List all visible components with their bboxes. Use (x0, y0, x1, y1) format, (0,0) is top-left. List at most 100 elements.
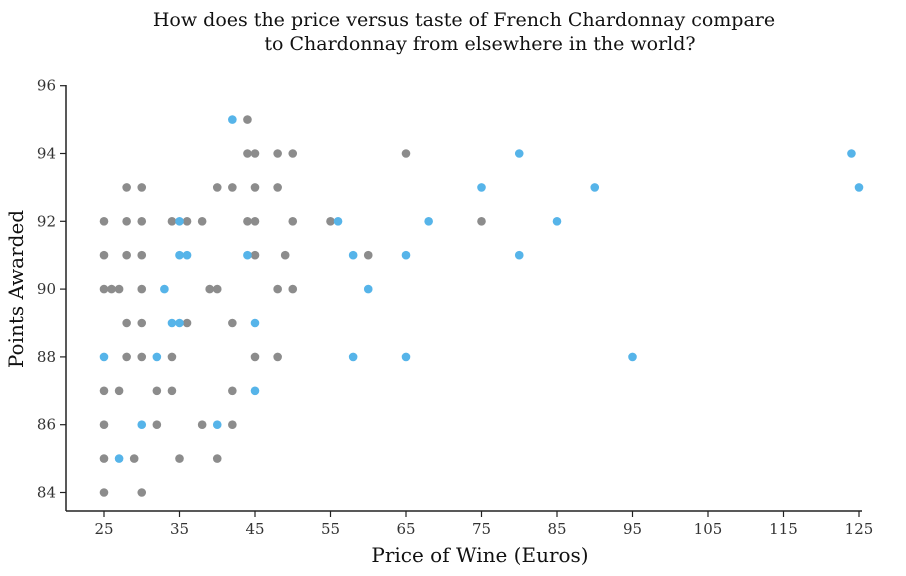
data-point-series-1 (99, 284, 109, 294)
data-point-series-1 (122, 318, 131, 328)
data-point-series-1 (197, 420, 207, 430)
y-ticks: 84 86 88 90 92 94 96 (37, 77, 66, 502)
data-point-series-1 (122, 250, 131, 260)
data-point-series-1 (167, 352, 177, 362)
x-tick-label: 75 (472, 520, 491, 538)
data-point-series-1 (137, 250, 147, 260)
data-point-series-2 (175, 318, 184, 328)
data-point-series-2 (847, 149, 856, 158)
data-point-series-2 (152, 352, 162, 362)
x-tick-label: 125 (845, 520, 874, 538)
data-point-series-1 (243, 115, 252, 124)
y-tick-label: 96 (37, 77, 56, 95)
data-point-series-2 (250, 386, 260, 396)
data-point-series-1 (99, 250, 109, 260)
x-tick-label: 45 (245, 520, 264, 538)
data-point-series-1 (273, 183, 282, 192)
data-point-series-2 (137, 420, 147, 430)
x-ticks: 25 35 45 55 65 75 85 95 105 115 125 (94, 511, 873, 538)
data-point-series-1 (250, 183, 260, 192)
data-point-series-2 (228, 115, 237, 124)
data-point-series-1 (288, 284, 298, 294)
data-point-series-1 (167, 217, 177, 226)
y-tick-label: 84 (37, 484, 56, 502)
y-tick-label: 90 (37, 280, 56, 298)
y-tick-label: 92 (37, 212, 56, 230)
data-point-series-1 (212, 454, 222, 463)
data-point-series-1 (99, 488, 109, 497)
data-point-series-1 (273, 352, 282, 362)
data-point-series-1 (107, 284, 116, 294)
data-point-series-1 (401, 149, 411, 158)
data-point-series-1 (137, 183, 147, 192)
data-point-series-1 (363, 250, 373, 260)
data-point-series-2 (99, 352, 109, 362)
data-point-series-1 (114, 284, 124, 294)
data-point-series-2 (514, 250, 524, 260)
data-point-series-2 (250, 318, 260, 328)
data-point-series-1 (288, 149, 298, 158)
data-point-series-2 (182, 250, 192, 260)
data-point-series-1 (99, 420, 109, 430)
data-point-series-2 (243, 250, 252, 260)
data-point-series-1 (182, 217, 192, 226)
data-point-series-1 (228, 318, 237, 328)
data-point-series-2 (514, 149, 524, 158)
data-point-series-2 (854, 183, 864, 192)
data-point-series-1 (250, 217, 260, 226)
data-point-series-1 (167, 386, 177, 396)
data-point-series-1 (175, 454, 184, 463)
data-point-series-2 (477, 183, 486, 192)
x-tick-label: 85 (547, 520, 566, 538)
data-point-series-1 (273, 284, 282, 294)
data-point-series-1 (212, 284, 222, 294)
data-point-series-1 (243, 217, 252, 226)
data-point-series-1 (205, 284, 214, 294)
data-point-series-1 (182, 318, 192, 328)
data-point-series-2 (552, 217, 562, 226)
y-axis-label: Points Awarded (4, 210, 28, 368)
data-point-series-1 (228, 183, 237, 192)
x-tick-label: 65 (396, 520, 415, 538)
data-point-series-2 (401, 352, 411, 362)
data-point-series-1 (243, 149, 252, 158)
chart-title-line-1: How does the price versus taste of Frenc… (153, 9, 775, 31)
x-tick-label: 115 (769, 520, 798, 538)
data-point-series-1 (152, 420, 162, 430)
data-point-series-1 (280, 250, 290, 260)
data-point-series-1 (250, 250, 260, 260)
data-point-series-1 (288, 217, 298, 226)
data-point-series-2 (348, 352, 358, 362)
data-point-series-2 (628, 352, 637, 362)
y-tick-label: 88 (37, 348, 56, 366)
data-point-series-1 (326, 217, 335, 226)
data-point-series-2 (401, 250, 411, 260)
data-point-series-1 (137, 318, 147, 328)
data-point-series-1 (137, 217, 147, 226)
data-point-series-2 (212, 420, 222, 430)
data-point-series-2 (167, 318, 177, 328)
y-tick-label: 86 (37, 416, 56, 434)
data-point-series-1 (197, 217, 207, 226)
data-point-series-1 (152, 386, 162, 396)
data-point-series-1 (129, 454, 139, 463)
x-tick-label: 95 (623, 520, 642, 538)
data-point-series-1 (212, 183, 222, 192)
data-point-series-1 (99, 386, 109, 396)
data-point-series-2 (424, 217, 433, 226)
data-point-series-1 (228, 420, 237, 430)
data-point-series-1 (122, 352, 131, 362)
x-axis-label: Price of Wine (Euros) (371, 543, 588, 567)
data-point-series-1 (250, 149, 260, 158)
x-tick-label: 55 (321, 520, 340, 538)
x-tick-label: 105 (694, 520, 723, 538)
data-point-series-1 (477, 217, 486, 226)
data-point-series-2 (175, 217, 184, 226)
x-tick-label: 35 (170, 520, 189, 538)
data-point-series-1 (137, 284, 147, 294)
data-point-series-1 (273, 149, 282, 158)
data-point-series-1 (250, 352, 260, 362)
data-point-series-2 (348, 250, 358, 260)
data-point-series-2 (160, 284, 169, 294)
